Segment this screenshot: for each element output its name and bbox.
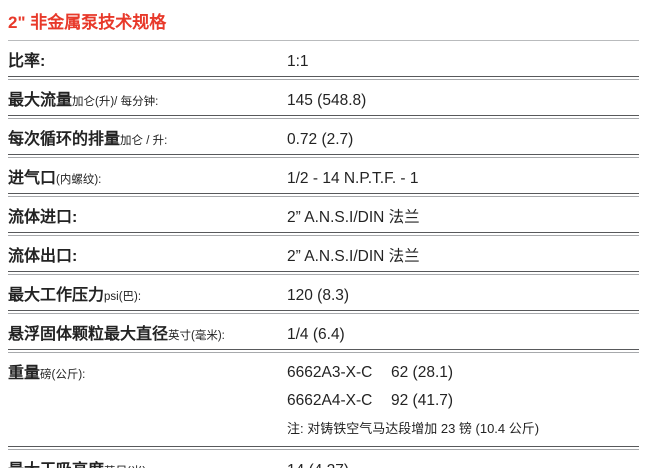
row-label-text: 比率: (8, 53, 46, 70)
spec-row-displacement: 每次循环的排量加仑 / 升: 0.72 (2.7) (8, 119, 639, 154)
row-value: 145 (548.8) (287, 92, 367, 109)
row-value: 1:1 (287, 53, 309, 70)
spec-row-air-inlet: 进气口(内螺纹): 1/2 - 14 N.P.T.F. - 1 (8, 158, 639, 193)
weight-model: 6662A3-X-C (287, 364, 373, 381)
row-divider (8, 115, 639, 119)
row-label-text: 最大工作压力 (8, 287, 105, 304)
row-sublabel: (内螺纹): (56, 174, 102, 186)
page-title: 2" 非金属泵技术规格 (8, 13, 167, 32)
row-sublabel: 英尺(米): (104, 466, 149, 468)
row-label-text: 重量 (8, 365, 41, 382)
spec-row-fluid-outlet: 流体出口: 2” A.N.S.I/DIN 法兰 (8, 236, 639, 271)
spec-row-max-pressure: 最大工作压力psi(巴): 120 (8.3) (8, 275, 639, 310)
row-divider (8, 310, 639, 314)
spec-row-max-solids: 悬浮固体颗粒最大直径英寸(毫米): 1/4 (6.4) (8, 314, 639, 349)
weight-value: 62 (28.1) (391, 364, 454, 381)
row-value: 1/4 (6.4) (287, 326, 345, 343)
spec-row-weight: 重量磅(公斤): 6662A3-X-C 62 (28.1) 6662A4-X-C… (8, 353, 639, 446)
row-label-text: 每次循环的排量 (8, 131, 121, 148)
weight-model: 6662A4-X-C (287, 392, 373, 409)
row-value: 1/2 - 14 N.P.T.F. - 1 (287, 170, 419, 187)
row-divider (8, 76, 639, 80)
row-sublabel: psi(巴): (104, 291, 142, 303)
spec-row-fluid-inlet: 流体进口: 2” A.N.S.I/DIN 法兰 (8, 197, 639, 232)
row-label: 最大流量加仑(升)/ 每分钟: (8, 86, 287, 110)
table-top-divider (8, 40, 639, 41)
row-label: 最大工作压力psi(巴): (8, 281, 287, 305)
row-sublabel: 英寸(毫米): (168, 330, 225, 342)
row-divider (8, 193, 639, 197)
weight-note: 注: 对铸铁空气马达段增加 23 镑 (10.4 公斤) (287, 421, 540, 436)
spec-row-dry-suction: 最大干吸高度英尺(米): 14 (4.27) (8, 450, 639, 468)
weight-values: 6662A3-X-C 62 (28.1) 6662A4-X-C 92 (41.7… (287, 359, 539, 441)
row-value: 2” A.N.S.I/DIN 法兰 (287, 248, 420, 265)
row-value: 2” A.N.S.I/DIN 法兰 (287, 209, 420, 226)
row-label-text: 最大干吸高度 (8, 462, 104, 468)
row-value: 0.72 (2.7) (287, 131, 354, 148)
row-divider (8, 232, 639, 236)
row-label: 悬浮固体颗粒最大直径英寸(毫米): (8, 320, 287, 344)
spec-row-ratio: 比率: 1:1 (8, 41, 639, 76)
spec-row-max-flow: 最大流量加仑(升)/ 每分钟: 145 (548.8) (8, 80, 639, 115)
row-value: 120 (8.3) (287, 287, 350, 304)
row-divider (8, 154, 639, 158)
row-label-text: 进气口 (8, 170, 57, 187)
weight-line: 6662A3-X-C 62 (28.1) (287, 359, 539, 387)
spec-table: 比率: 1:1 最大流量加仑(升)/ 每分钟: 145 (548.8) 每次循环… (8, 40, 639, 468)
row-label: 每次循环的排量加仑 / 升: (8, 125, 287, 149)
row-label-text: 悬浮固体颗粒最大直径 (8, 326, 169, 343)
row-sublabel: 加仑(升)/ 每分钟: (72, 96, 159, 108)
weight-line: 6662A4-X-C 92 (41.7) (287, 387, 539, 415)
row-label-text: 流体出口: (8, 248, 78, 265)
row-sublabel: 加仑 / 升: (120, 135, 168, 147)
row-value: 14 (4.27) (287, 462, 349, 468)
row-label: 流体进口: (8, 203, 287, 227)
weight-value: 92 (41.7) (391, 392, 454, 409)
row-sublabel: 磅(公斤): (40, 369, 86, 381)
row-label-text: 流体进口: (8, 209, 78, 226)
row-label: 重量磅(公斤): (8, 359, 287, 383)
row-label: 进气口(内螺纹): (8, 164, 287, 188)
row-label: 最大干吸高度英尺(米): (8, 456, 287, 468)
row-label: 比率: (8, 47, 287, 71)
row-divider (8, 349, 639, 353)
row-label-text: 最大流量 (8, 92, 73, 109)
row-divider (8, 271, 639, 275)
row-label: 流体出口: (8, 242, 287, 266)
row-divider (8, 446, 639, 450)
